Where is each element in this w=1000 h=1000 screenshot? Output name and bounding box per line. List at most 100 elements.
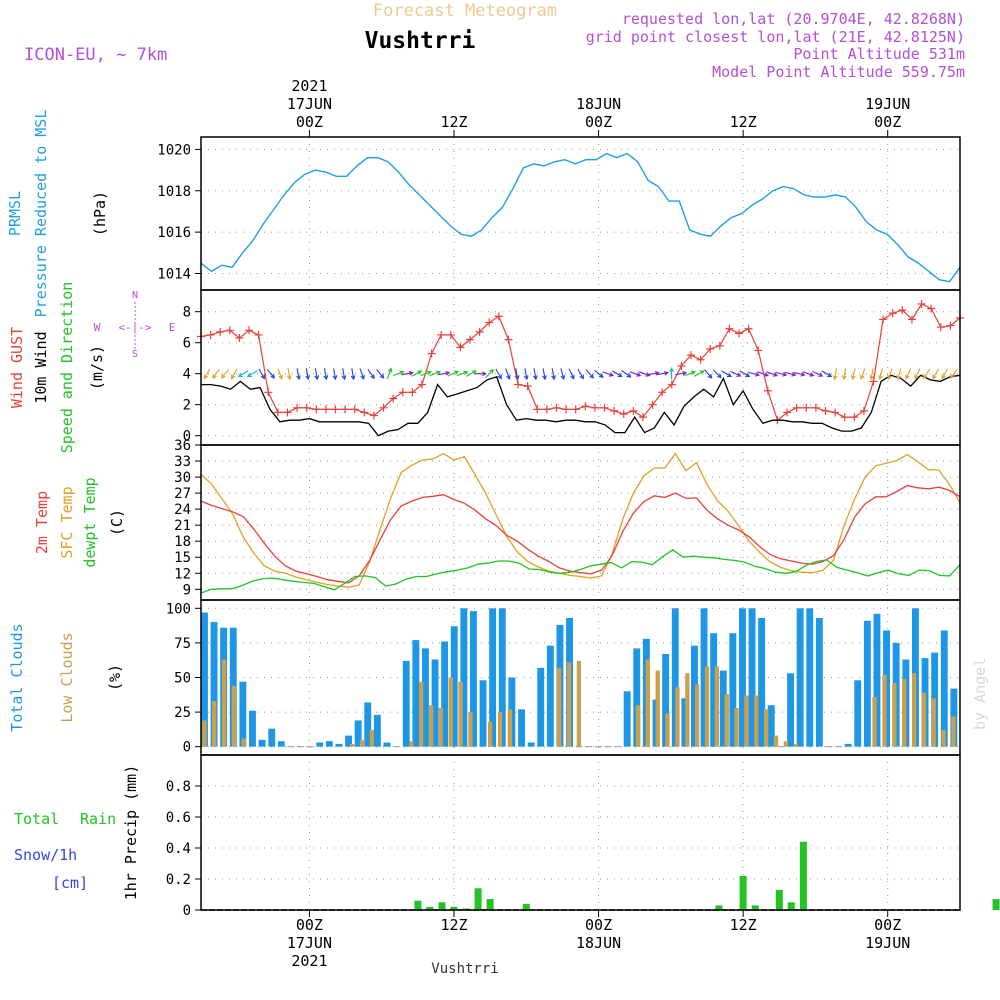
- wind-direction-arrow: [878, 368, 884, 381]
- wind-ylabel: Speed and Direction: [58, 282, 76, 454]
- low-cloud-bar: [557, 667, 562, 747]
- wind-direction-arrow: [739, 370, 751, 377]
- wind-direction-arrow: [376, 369, 385, 379]
- wind-direction-arrow: [766, 371, 779, 377]
- low-cloud-bar: [635, 705, 641, 747]
- gust-marker: [648, 400, 657, 409]
- wind-direction-arrow: [523, 368, 529, 381]
- wind-direction-arrow: [775, 371, 788, 377]
- wind-direction-arrow: [323, 368, 329, 381]
- model-altitude: Model Point Altitude 559.75m: [712, 63, 965, 81]
- gust-marker: [245, 326, 254, 335]
- precip-label-unit: [cm]: [52, 874, 88, 892]
- gust-marker: [917, 299, 926, 308]
- wind-direction-arrow: [237, 370, 249, 377]
- gust-marker: [437, 330, 446, 339]
- low-cloud-bar: [754, 695, 759, 747]
- low-cloud-bar: [221, 659, 227, 747]
- gust-marker: [590, 403, 599, 412]
- total-cloud-bar: [671, 608, 679, 747]
- bottom-time-label: 12Z: [730, 916, 757, 934]
- gust-marker: [783, 408, 792, 417]
- total-cloud-bar: [489, 608, 497, 747]
- wind-direction-arrow: [941, 368, 949, 380]
- precip-label-total: Total: [14, 810, 59, 828]
- gust-marker: [936, 323, 945, 332]
- precip-ytick-label: 0.4: [166, 841, 191, 857]
- low-cloud-bar: [783, 741, 788, 747]
- wind-ylabel: (m/s): [88, 345, 106, 390]
- rain-bar: [787, 902, 795, 911]
- wind-panel: 0 2 4 6 8 Wind GUST 10m Wind Speed and Directio…: [8, 282, 960, 454]
- compass-west: W: [94, 321, 101, 334]
- wind-direction-arrow: [474, 371, 487, 377]
- wind-direction-arrow: [684, 370, 697, 377]
- total-cloud-bar: [873, 613, 881, 747]
- temp-ytick-label: 24: [174, 502, 191, 518]
- gust-marker: [802, 403, 811, 412]
- gust-line: [200, 303, 961, 422]
- gust-marker: [754, 346, 763, 355]
- total-cloud-bar: [815, 618, 823, 747]
- wind-direction-arrow: [949, 369, 958, 379]
- low-cloud-bar: [655, 670, 660, 747]
- temp-ytick-label: 36: [174, 438, 191, 454]
- total-cloud-bar: [633, 648, 641, 747]
- wind-direction-arrow: [401, 370, 414, 376]
- pressure-panel: 1014 1016 1018 1020 PRMSL Pressure Reduced to…: [6, 110, 960, 318]
- gust-marker: [706, 344, 715, 353]
- bottom-time-label: 18JUN: [576, 934, 621, 952]
- wind-direction-arrow: [859, 368, 866, 380]
- wind-speed-line: [201, 374, 961, 437]
- clouds-ylabel: (%): [106, 664, 124, 691]
- low-cloud-bar: [350, 743, 355, 747]
- wind-direction-arrow: [887, 368, 893, 380]
- low-cloud-bar: [359, 739, 365, 747]
- wind-direction-arrow: [721, 370, 732, 377]
- wind-direction-arrow: [841, 368, 847, 381]
- wind-direction-arrow: [447, 370, 459, 377]
- wind-direction-arrow: [542, 368, 547, 381]
- total-cloud-bar: [431, 659, 439, 747]
- low-cloud-bar: [488, 721, 493, 747]
- low-cloud-bar: [793, 743, 798, 747]
- gust-marker: [369, 411, 378, 420]
- wind-direction-arrow: [669, 367, 674, 380]
- compass-north: N: [132, 290, 138, 301]
- total-cloud-bar: [470, 611, 477, 747]
- wind-direction-arrow: [712, 369, 722, 379]
- low-cloud-bar: [882, 674, 887, 747]
- gust-marker: [571, 405, 580, 414]
- top-time-label: 12Z: [730, 113, 757, 131]
- rain-bar: [414, 900, 422, 910]
- total-cloud-bar: [863, 620, 871, 747]
- total-cloud-bar: [268, 728, 276, 747]
- gust-marker: [792, 403, 801, 412]
- low-cloud-bar: [773, 735, 779, 747]
- gust-marker: [389, 394, 398, 403]
- rain-bar: [799, 841, 807, 910]
- rain-bar: [775, 889, 783, 910]
- model-label: ICON-EU, ~ 7km: [24, 45, 167, 65]
- temp-ytick-label: 15: [174, 550, 191, 566]
- wind-direction-arrow: [514, 368, 520, 381]
- total-cloud-bar: [796, 608, 804, 747]
- total-cloud-bar: [422, 648, 429, 747]
- wind-direction-arrow: [203, 368, 211, 380]
- precip-panel: 0 0.2 0.4 0.6 0.8 1hr Precip (mm): [122, 755, 960, 919]
- wind-direction-arrow: [611, 370, 623, 377]
- rain-bar: [751, 905, 759, 910]
- gust-marker: [638, 413, 647, 422]
- gust-marker: [850, 413, 859, 422]
- wind-direction-arrow: [647, 370, 660, 376]
- low-cloud-bar: [212, 701, 217, 747]
- low-cloud-bar: [921, 692, 926, 747]
- pressure-ytick-label: 1016: [157, 225, 191, 241]
- low-cloud-bar: [872, 696, 877, 747]
- top-time-label: 18JUN: [576, 95, 621, 113]
- low-cloud-bar: [892, 683, 897, 747]
- pressure-ylabel: Pressure Reduced to MSL: [32, 110, 50, 318]
- wind-ytick-label: 0: [183, 429, 191, 445]
- total-cloud-bar: [345, 735, 352, 747]
- low-cloud-bar: [685, 673, 690, 747]
